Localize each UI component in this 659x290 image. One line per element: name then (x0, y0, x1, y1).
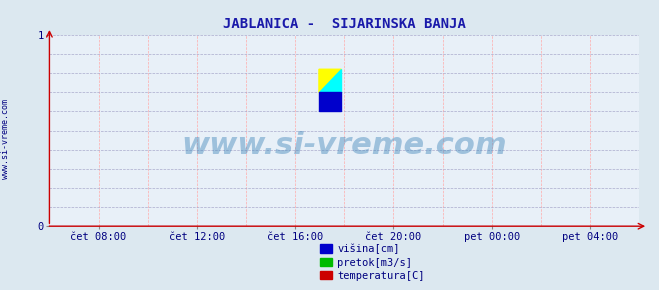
Text: www.si-vreme.com: www.si-vreme.com (181, 131, 507, 160)
Polygon shape (319, 69, 341, 93)
Title: JABLANICA -  SIJARINSKA BANJA: JABLANICA - SIJARINSKA BANJA (223, 17, 466, 31)
Text: www.si-vreme.com: www.si-vreme.com (1, 99, 10, 179)
Polygon shape (319, 69, 341, 93)
Legend: višina[cm], pretok[m3/s], temperatura[C]: višina[cm], pretok[m3/s], temperatura[C] (316, 240, 429, 285)
Polygon shape (319, 93, 341, 111)
